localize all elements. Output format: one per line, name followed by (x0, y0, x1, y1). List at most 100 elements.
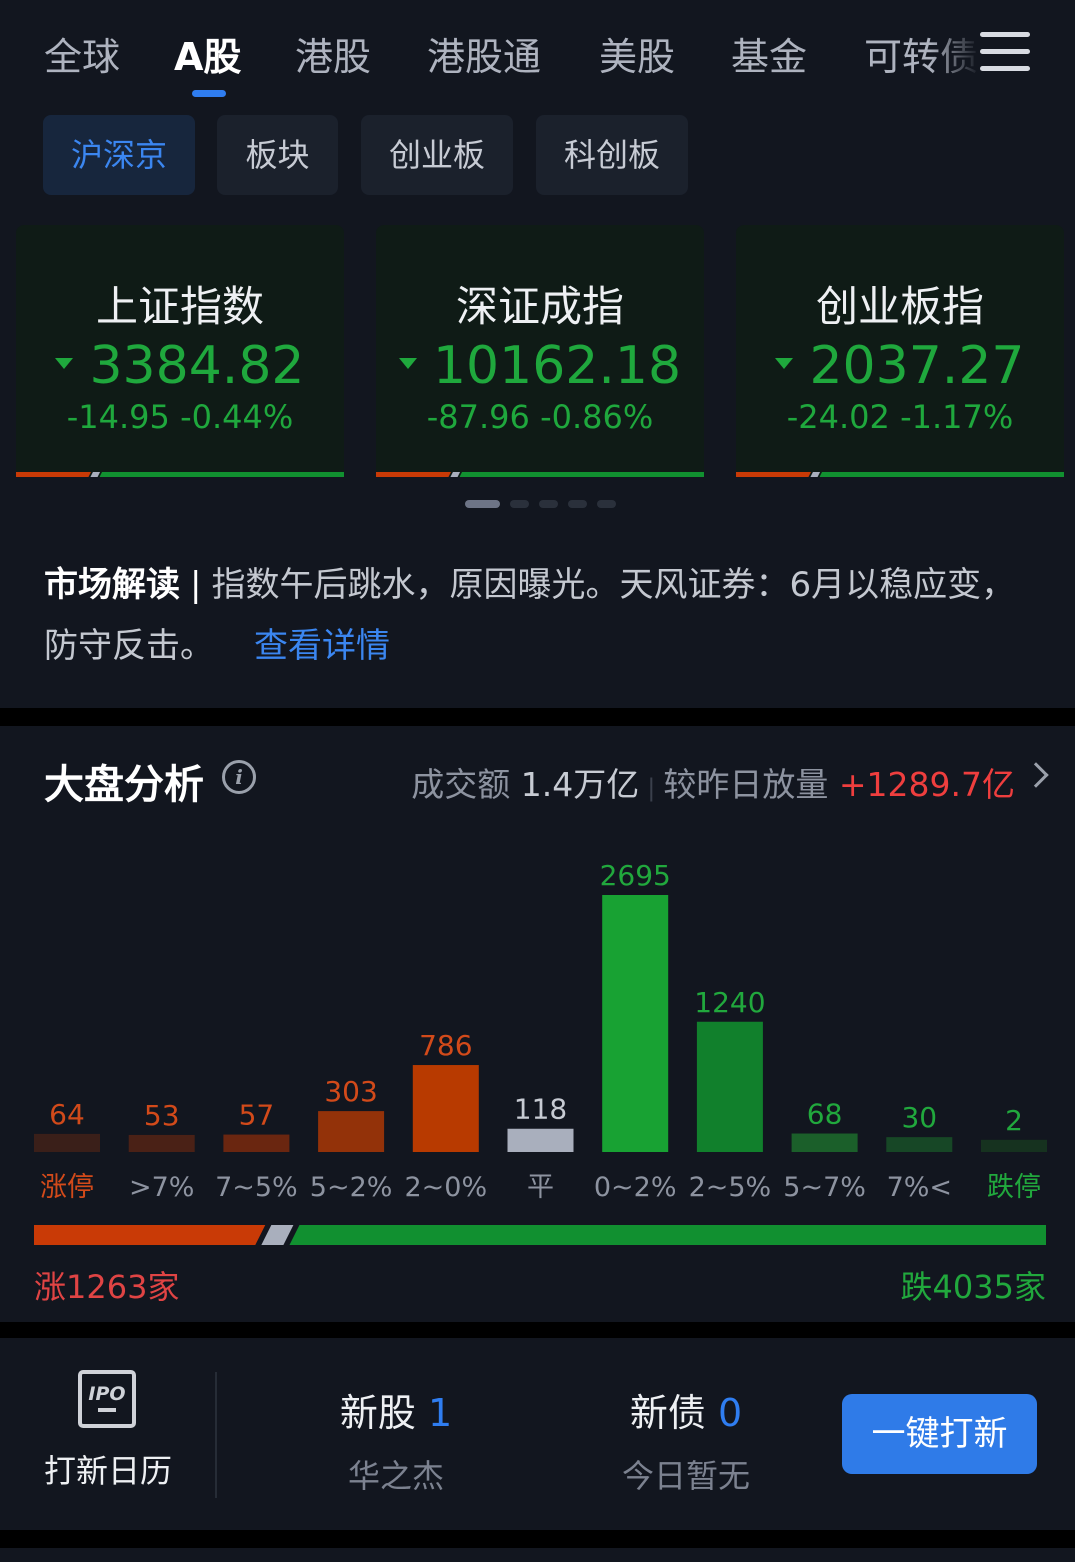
new-bond-name: 今日暂无 (621, 1457, 750, 1495)
subtab-sector[interactable]: 板块 (217, 115, 338, 195)
bar-value-label: 68 (807, 1098, 843, 1131)
tab-hk-connect[interactable]: 港股通 (427, 35, 542, 79)
ipo-calendar-label[interactable]: 打新日历 (44, 1452, 173, 1490)
new-bond-label: 新债 (629, 1391, 706, 1435)
info-icon[interactable]: i (222, 760, 256, 794)
compare-value: +1289.7亿 (838, 765, 1015, 804)
bar (128, 1134, 195, 1152)
ipo-icon[interactable]: IPO (78, 1370, 136, 1428)
new-stock-count: 1 (427, 1391, 453, 1435)
market-tabs: 全球 A股 港股 港股通 美股 基金 可转债 (0, 0, 1075, 100)
bar-value-label: 53 (144, 1099, 180, 1132)
bar (318, 1111, 385, 1152)
bar (34, 1133, 100, 1152)
index-name: 上证指数 (95, 282, 264, 331)
bar-value-label: 64 (49, 1098, 85, 1131)
subtab-hushenjing[interactable]: 沪深京 (43, 115, 195, 195)
category-label: 0~2% (594, 1172, 677, 1203)
category-label: >7% (129, 1172, 194, 1203)
category-label: 5~2% (310, 1172, 393, 1203)
bar (886, 1137, 953, 1152)
chevron-right-icon[interactable] (1023, 762, 1049, 788)
tab-fade (930, 0, 980, 100)
bar (602, 895, 669, 1152)
ipo-icon-text: IPO (88, 1383, 126, 1405)
bar (223, 1134, 290, 1152)
category-label: 跌停 (987, 1172, 1041, 1203)
down-count: 跌4035家 (900, 1268, 1046, 1306)
tab-a-shares[interactable]: A股 (174, 35, 242, 79)
tab-global[interactable]: 全球 (44, 35, 121, 79)
turnover-value: 1.4万亿 (520, 765, 640, 804)
compare-label: 较昨日放量 (663, 765, 829, 804)
distribution-chart: 64 涨停 53 >7% 57 7~5% 303 5~2% 786 2~0% 118 平 2695 0~2… (34, 859, 1047, 1203)
subtab-star[interactable]: 科创板 (536, 115, 688, 195)
index-change: -87.96 -0.86% (426, 398, 654, 436)
carousel-dot[interactable] (539, 500, 558, 508)
new-bond-count: 0 (717, 1391, 743, 1435)
down-segment (459, 472, 704, 477)
category-label: 7%< (887, 1172, 952, 1203)
index-card-szse[interactable]: 深证成指 10162.18 -87.96 -0.86% (376, 225, 704, 477)
category-label: 2~5% (689, 1172, 772, 1203)
flat-segment (261, 1225, 294, 1245)
tab-us[interactable]: 美股 (599, 35, 676, 79)
index-card-sse[interactable]: 上证指数 3384.82 -14.95 -0.44% (16, 225, 344, 477)
bar (791, 1133, 858, 1152)
bar-value-label: 786 (419, 1029, 472, 1062)
carousel-dots[interactable] (465, 500, 616, 508)
down-arrow-icon (398, 357, 417, 369)
breadth-mini-bar (736, 472, 1064, 477)
index-name: 创业板指 (815, 282, 984, 331)
one-click-subscribe-button[interactable]: 一键打新 (842, 1394, 1037, 1474)
carousel-dot[interactable] (510, 500, 529, 508)
index-value: 3384.82 (89, 336, 305, 396)
category-label: 7~5% (215, 1172, 298, 1203)
up-segment (376, 472, 451, 477)
section-title: 大盘分析 (44, 762, 204, 808)
down-arrow-icon (55, 357, 74, 369)
carousel-dot[interactable] (597, 500, 616, 508)
new-bond-stat[interactable]: 新债 0 今日暂无 (576, 1382, 796, 1497)
breadth-bar (34, 1225, 1046, 1245)
index-change: -24.02 -1.17% (786, 398, 1014, 436)
turnover-summary[interactable]: 成交额 1.4万亿 | 较昨日放量 +1289.7亿 (411, 765, 1015, 804)
up-segment (736, 472, 811, 477)
bar-value-label: 2 (1005, 1104, 1023, 1137)
bar (981, 1139, 1047, 1152)
view-details-link[interactable]: 查看详情 (254, 626, 390, 666)
bar-value-label: 303 (324, 1075, 377, 1108)
breadth-mini-bar (376, 472, 704, 477)
index-value: 10162.18 (432, 336, 682, 396)
bar (507, 1128, 574, 1152)
section-divider (0, 1530, 1075, 1548)
carousel-dot[interactable] (465, 500, 500, 508)
category-label: 2~0% (404, 1172, 487, 1203)
breadth-mini-bar (16, 472, 344, 477)
news-text: 指数午后跳水，原因曝光。天风证券：6月以稳应变，防守反击。 (44, 565, 1016, 666)
new-stock-label: 新股 (339, 1391, 416, 1435)
carousel-dot[interactable] (568, 500, 587, 508)
down-segment (289, 1225, 1046, 1245)
tab-hk[interactable]: 港股 (295, 35, 372, 79)
bar (696, 1021, 763, 1152)
bar-value-label: 30 (901, 1101, 937, 1134)
index-card-chinext[interactable]: 创业板指 2037.27 -24.02 -1.17% (736, 225, 1064, 477)
up-segment (34, 1225, 266, 1245)
divider (215, 1372, 217, 1498)
bar-value-label: 57 (239, 1099, 275, 1132)
tab-fund[interactable]: 基金 (731, 35, 808, 79)
subtab-chinext[interactable]: 创业板 (361, 115, 513, 195)
new-stock-stat[interactable]: 新股 1 华之杰 (286, 1382, 506, 1497)
category-label: 平 (527, 1172, 554, 1203)
menu-icon[interactable] (980, 32, 1030, 72)
down-arrow-icon (775, 357, 794, 369)
new-stock-name: 华之杰 (347, 1457, 444, 1495)
category-label: 5~7% (783, 1172, 866, 1203)
bar-value-label: 2695 (600, 859, 671, 892)
section-divider (0, 1322, 1075, 1338)
index-name: 深证成指 (455, 282, 624, 331)
section-divider (0, 708, 1075, 726)
index-value: 2037.27 (809, 336, 1025, 396)
flat-segment (90, 472, 101, 477)
